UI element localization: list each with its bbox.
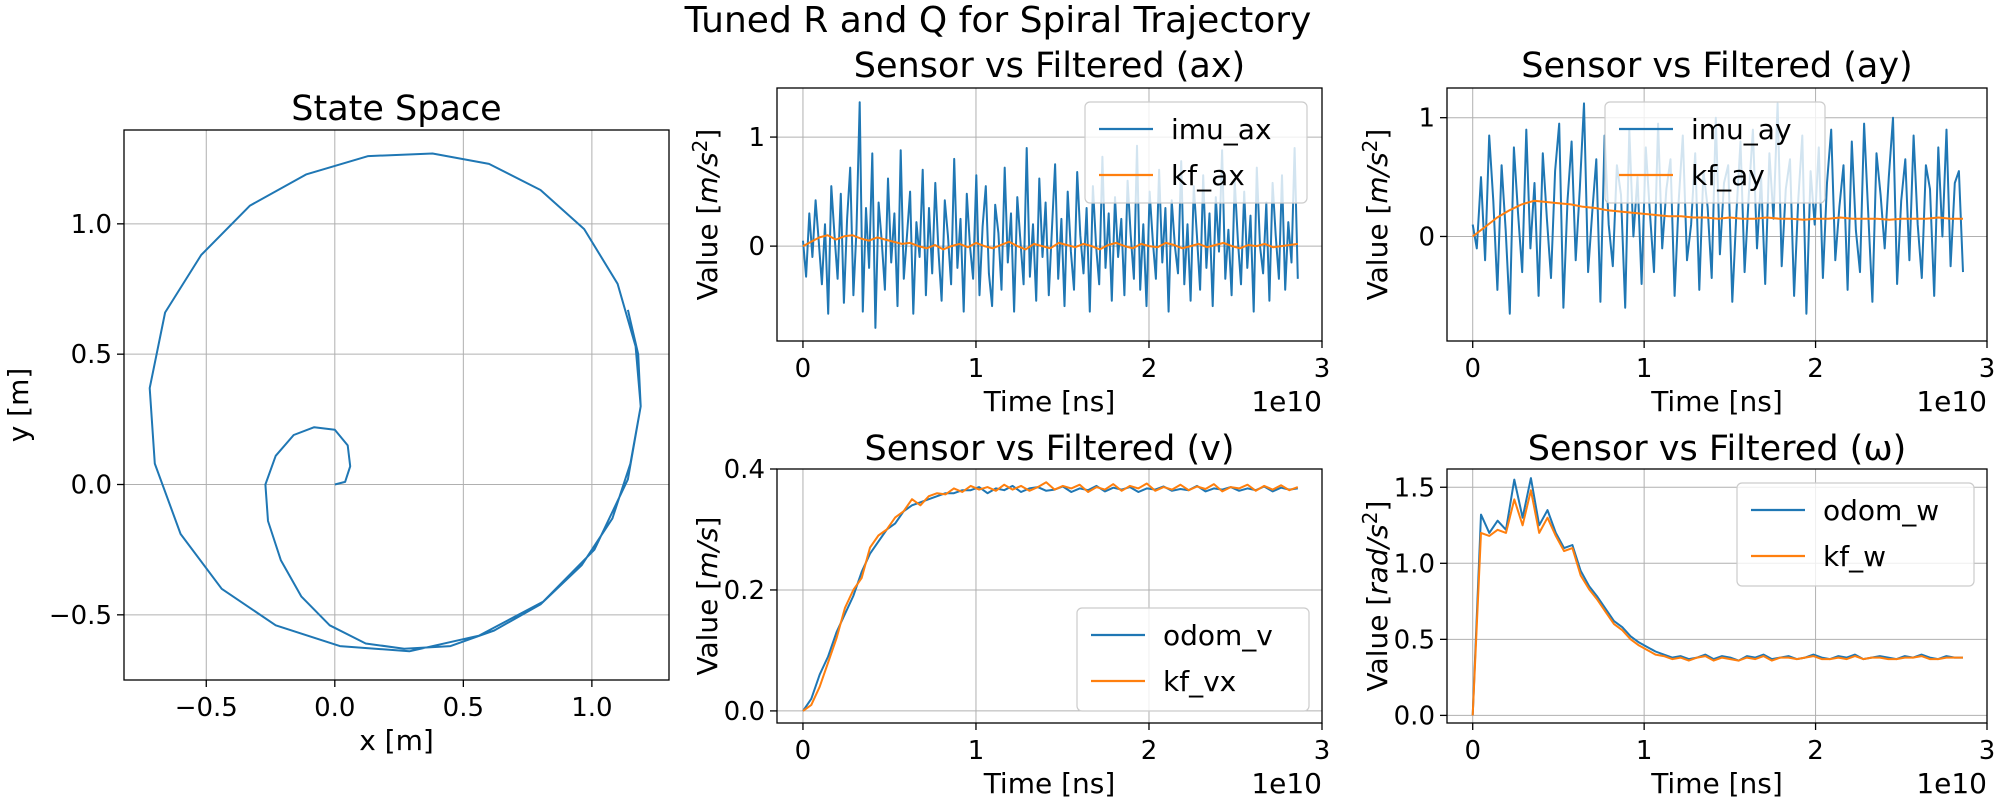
panel-ay: 0 1 2 3 0 1 Sensor vs Filtered (ay) Time [ns] 1e…	[1358, 46, 1995, 418]
ytick-label: −0.5	[49, 601, 112, 631]
xtick-label: 2	[1807, 736, 1824, 766]
axes-frame-ay	[1446, 87, 1988, 342]
legend-box	[1084, 101, 1308, 204]
series-line-kf_w	[1471, 489, 1963, 716]
legend-v: odom_v kf_vx	[1076, 607, 1310, 712]
legend-box	[1736, 482, 1975, 587]
xtick-label: 2	[1141, 736, 1158, 766]
xtick-label: 0.0	[314, 693, 355, 723]
ytick-label: 0.2	[724, 576, 765, 606]
xtick-label: 2	[1807, 354, 1824, 384]
legend-label-imu_ax: imu_ax	[1171, 113, 1272, 146]
xtick-label: 0	[1464, 354, 1481, 384]
axes-frame-w	[1446, 468, 1988, 724]
xtick-label: 0	[1464, 736, 1481, 766]
panel-state-space: −0.5 0.0 0.5 1.0 −0.5 0.0 0.5 1.0 State Space x […	[2, 89, 670, 757]
xtick-label: 1	[1636, 736, 1653, 766]
series-line-imu_ax	[802, 101, 1299, 329]
x-axis-label: Time [ns]	[983, 767, 1116, 800]
y-axis-label: Value [rad/s2]	[1358, 501, 1394, 692]
series-line-odom_w	[1471, 477, 1963, 716]
series-line-kf_ax	[802, 234, 1298, 251]
axes-frame-state-space	[123, 129, 670, 681]
y-axis-label: Value [m/s]	[691, 517, 724, 676]
panel-v: 0 1 2 3 0.0 0.2 0.4 Sensor vs Filtered (v) Time …	[691, 429, 1330, 800]
ytick-label: 0	[748, 232, 765, 262]
ytick-label: 0	[1418, 222, 1435, 252]
xtick-label: 3	[1314, 354, 1331, 384]
xtick-label: 1.0	[571, 693, 612, 723]
axes-frame-ax	[776, 87, 1323, 342]
ytick-label: 0.4	[724, 455, 765, 485]
ytick-label: 0.0	[1394, 701, 1435, 731]
legend-label-kf_ay: kf_ay	[1691, 159, 1765, 192]
xtick-label: 3	[1979, 354, 1996, 384]
legend-label-odom_w: odom_w	[1823, 494, 1939, 527]
ytick-label: 1.5	[1394, 473, 1435, 503]
ytick-label: 0.5	[1394, 625, 1435, 655]
legend-w: odom_w kf_w	[1736, 482, 1975, 587]
x-axis-label: x [m]	[359, 724, 434, 757]
axes-frame-v	[776, 468, 1323, 724]
legend-label-odom_v: odom_v	[1163, 619, 1273, 652]
x-offset-label: 1e10	[1251, 767, 1322, 800]
xtick-label: 3	[1979, 736, 1996, 766]
legend-label-imu_ay: imu_ay	[1691, 113, 1792, 146]
ytick-label: 1	[748, 123, 765, 153]
panel-title: State Space	[291, 89, 501, 129]
ytick-label: 1.0	[71, 210, 112, 240]
panel-title: Sensor vs Filtered (ω)	[1528, 429, 1907, 469]
legend-label-kf_vx: kf_vx	[1163, 665, 1236, 698]
figure-title: Tuned R and Q for Spiral Trajectory	[684, 0, 1312, 41]
series-line-kf_ay	[1472, 199, 1963, 238]
legend-label-kf_ax: kf_ax	[1171, 159, 1245, 192]
legend-box	[1604, 101, 1826, 204]
y-axis-label: Value [m/s2]	[1358, 129, 1394, 301]
xtick-label: 0	[795, 354, 812, 384]
panel-title: Sensor vs Filtered (ax)	[854, 46, 1245, 86]
x-offset-label: 1e10	[1916, 767, 1987, 800]
y-axis-label: y [m]	[2, 368, 35, 443]
panel-ax: 0 1 2 3 0 1 Sensor vs Filtered (ax) Time [ns] 1e…	[688, 46, 1330, 418]
xtick-label: 0.5	[443, 693, 484, 723]
xtick-label: 1	[968, 736, 985, 766]
ytick-label: 0.0	[71, 471, 112, 501]
x-offset-label: 1e10	[1916, 385, 1987, 418]
legend-label-kf_w: kf_w	[1823, 540, 1886, 573]
x-axis-label: Time [ns]	[1650, 385, 1783, 418]
series-line-trajectory	[148, 152, 642, 653]
ytick-label: 1	[1418, 104, 1435, 134]
ytick-label: 1.0	[1394, 549, 1435, 579]
legend-ax: imu_ax kf_ax	[1084, 101, 1308, 204]
xtick-label: 0	[795, 736, 812, 766]
xtick-label: 1	[1636, 354, 1653, 384]
xtick-label: 3	[1314, 736, 1331, 766]
y-axis-label: Value [m/s2]	[688, 129, 724, 301]
xtick-label: 1	[968, 354, 985, 384]
panel-w: 0 1 2 3 0.0 0.5 1.0 1.5 Sensor vs Filtered (ω) Ti…	[1358, 429, 1995, 800]
legend-ay: imu_ay kf_ay	[1604, 101, 1826, 204]
panel-title: Sensor vs Filtered (ay)	[1521, 46, 1912, 86]
series-line-kf_vx	[802, 481, 1299, 712]
legend-box	[1076, 607, 1310, 712]
panel-title: Sensor vs Filtered (v)	[865, 429, 1235, 469]
xtick-label: −0.5	[175, 693, 238, 723]
x-axis-label: Time [ns]	[983, 385, 1116, 418]
xtick-label: 2	[1141, 354, 1158, 384]
ytick-label: 0.5	[71, 340, 112, 370]
ytick-label: 0.0	[724, 697, 765, 727]
x-axis-label: Time [ns]	[1650, 767, 1783, 800]
x-offset-label: 1e10	[1251, 385, 1322, 418]
